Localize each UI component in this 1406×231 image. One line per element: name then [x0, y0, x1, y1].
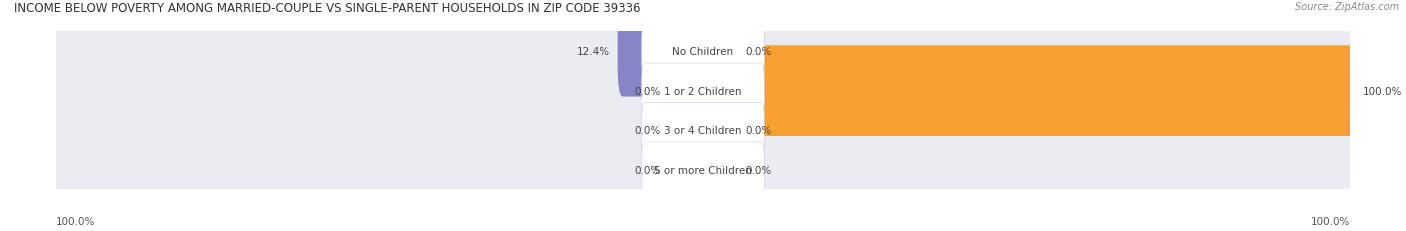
FancyBboxPatch shape — [35, 25, 1371, 157]
Text: 3 or 4 Children: 3 or 4 Children — [664, 125, 742, 136]
FancyBboxPatch shape — [669, 46, 709, 136]
Text: 12.4%: 12.4% — [576, 47, 610, 57]
FancyBboxPatch shape — [641, 24, 765, 79]
FancyBboxPatch shape — [697, 46, 1355, 136]
FancyBboxPatch shape — [697, 7, 737, 97]
FancyBboxPatch shape — [697, 85, 737, 176]
FancyBboxPatch shape — [641, 103, 765, 158]
Text: 0.0%: 0.0% — [745, 165, 772, 175]
FancyBboxPatch shape — [35, 64, 1371, 197]
Text: 1 or 2 Children: 1 or 2 Children — [664, 86, 742, 96]
Text: 0.0%: 0.0% — [745, 47, 772, 57]
Text: Source: ZipAtlas.com: Source: ZipAtlas.com — [1295, 2, 1399, 12]
Text: 0.0%: 0.0% — [634, 86, 661, 96]
Text: 100.0%: 100.0% — [1310, 216, 1350, 226]
Text: 5 or more Children: 5 or more Children — [654, 165, 752, 175]
Text: 0.0%: 0.0% — [745, 125, 772, 136]
FancyBboxPatch shape — [617, 7, 709, 97]
Text: 100.0%: 100.0% — [56, 216, 96, 226]
FancyBboxPatch shape — [669, 85, 709, 176]
FancyBboxPatch shape — [641, 64, 765, 119]
FancyBboxPatch shape — [697, 125, 737, 215]
Text: 0.0%: 0.0% — [634, 165, 661, 175]
FancyBboxPatch shape — [641, 142, 765, 197]
Text: INCOME BELOW POVERTY AMONG MARRIED-COUPLE VS SINGLE-PARENT HOUSEHOLDS IN ZIP COD: INCOME BELOW POVERTY AMONG MARRIED-COUPL… — [14, 2, 641, 15]
FancyBboxPatch shape — [35, 0, 1371, 118]
Text: 0.0%: 0.0% — [634, 125, 661, 136]
FancyBboxPatch shape — [669, 125, 709, 215]
Text: 100.0%: 100.0% — [1362, 86, 1402, 96]
Text: No Children: No Children — [672, 47, 734, 57]
FancyBboxPatch shape — [35, 104, 1371, 231]
